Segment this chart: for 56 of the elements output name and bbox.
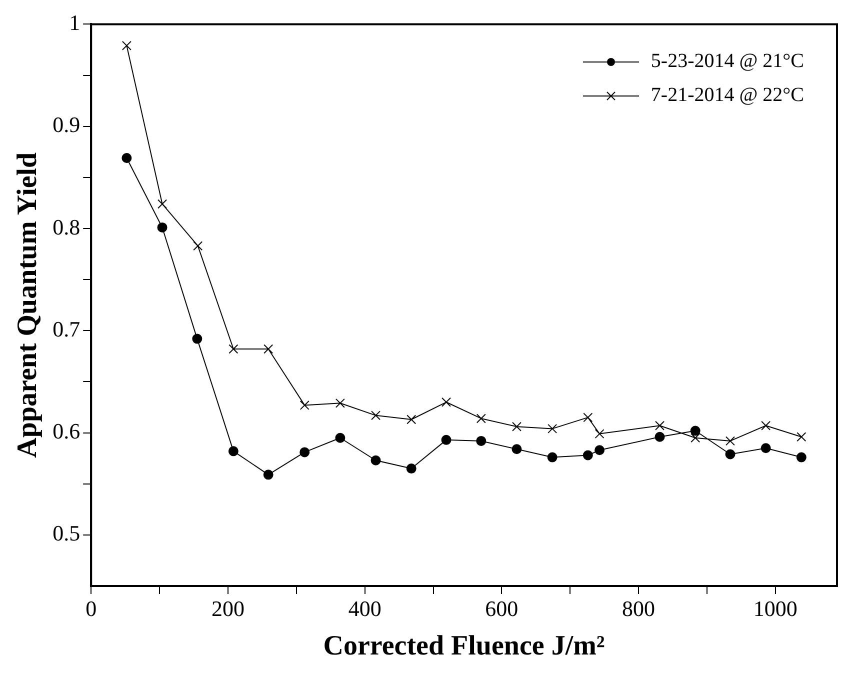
point — [760, 443, 771, 454]
point — [583, 412, 593, 422]
point — [335, 398, 345, 408]
x-tick-label: 1000 — [753, 596, 798, 621]
point — [335, 432, 346, 443]
point — [228, 446, 238, 456]
point — [441, 434, 452, 445]
point — [594, 429, 604, 439]
legend-label: 7-21-2014 @ 22°C — [650, 84, 804, 106]
y-axis-title: Apparent Quantum Yield — [12, 152, 44, 458]
point — [122, 40, 132, 50]
y-tick-label: 0.6 — [52, 418, 80, 444]
point — [726, 436, 735, 446]
y-tick-label: 0.5 — [52, 520, 80, 546]
x-tick-label: 600 — [485, 596, 518, 621]
x-tick-label: 400 — [348, 596, 382, 621]
point — [158, 199, 168, 209]
point — [796, 452, 806, 462]
point — [157, 222, 168, 232]
point — [476, 436, 486, 446]
x-tick-label: 800 — [622, 596, 656, 621]
y-tick-label: 0.8 — [52, 214, 80, 240]
point — [690, 426, 700, 436]
point — [193, 241, 203, 251]
point — [725, 449, 736, 460]
point — [300, 447, 310, 458]
point — [406, 464, 416, 474]
point — [582, 450, 593, 460]
point — [594, 445, 605, 456]
y-tick-label: 1 — [69, 10, 80, 35]
point — [654, 432, 665, 442]
y-tick-label: 0.7 — [52, 316, 80, 342]
point — [370, 455, 381, 466]
x-tick-label: 200 — [211, 596, 244, 621]
x-axis-title: Corrected Fluence J/m² — [323, 630, 605, 662]
point — [476, 414, 486, 424]
point — [547, 452, 558, 462]
point — [512, 422, 522, 432]
point — [264, 344, 274, 354]
x-tick-label: 0 — [86, 596, 97, 621]
point — [228, 344, 238, 354]
y-tick-label: 0.9 — [52, 112, 80, 138]
point — [548, 424, 558, 434]
legend-label: 5-23-2014 @ 21°C — [650, 50, 804, 72]
point — [690, 433, 700, 443]
point — [761, 420, 771, 430]
point — [442, 397, 451, 407]
point — [655, 420, 665, 430]
point — [796, 432, 806, 442]
point — [512, 444, 522, 454]
point — [300, 400, 310, 410]
point — [406, 414, 416, 424]
point — [122, 153, 132, 164]
point — [371, 410, 381, 420]
point — [192, 334, 202, 344]
point — [263, 470, 274, 480]
